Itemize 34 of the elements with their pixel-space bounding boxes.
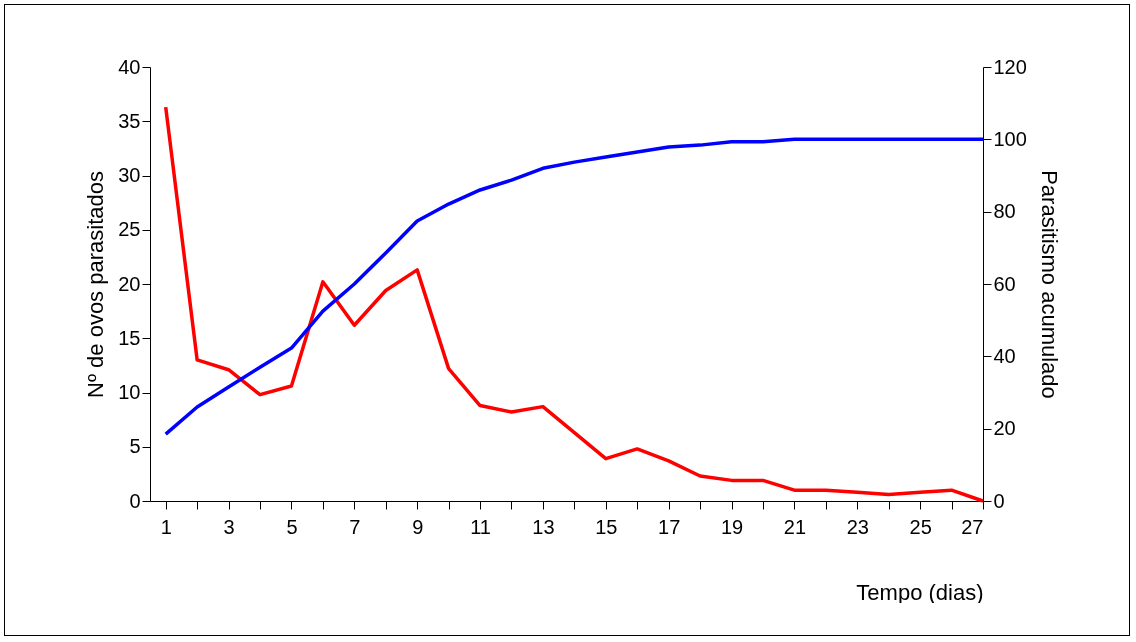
y-tick-label: 20: [118, 272, 141, 295]
x-tick-label: 27: [961, 515, 984, 538]
y-tick-label: 40: [118, 55, 141, 78]
line-series: [163, 137, 985, 436]
x-tick-label: 21: [783, 515, 807, 538]
y2-tick-label: 0: [993, 489, 1005, 512]
x-tick-label: 19: [720, 515, 744, 538]
y-axis-title: Nº de ovos parasitados: [83, 171, 109, 398]
x-tick-label: 25: [909, 515, 932, 538]
y2-tick-label: 60: [993, 272, 1016, 295]
x-tick-label: 11: [470, 515, 491, 538]
x-tick-label: 13: [532, 515, 555, 538]
line-series: [163, 105, 985, 503]
x-tick-label: 17: [658, 515, 681, 538]
x-tick-label: 15: [595, 515, 618, 538]
x-tick-label: 5: [286, 515, 298, 538]
y-tick-label: 0: [129, 489, 141, 512]
y-tick-label: 30: [118, 164, 141, 186]
y-tick-label: 35: [118, 109, 141, 132]
x-tick-label: 1: [160, 515, 172, 538]
y2-tick-label: 120: [993, 55, 1027, 78]
y2-axis-title: Parasitismo acumulado: [1036, 170, 1062, 399]
x-tick-label: 7: [349, 515, 361, 538]
x-tick-label: 23: [846, 515, 869, 538]
y2-tick-label: 80: [993, 200, 1016, 223]
y-tick-label: 10: [118, 381, 141, 403]
y-tick-label: 25: [118, 218, 141, 241]
y-tick-label: 15: [118, 326, 141, 349]
y2-tick-label: 100: [993, 127, 1027, 150]
y2-tick-label: 40: [993, 344, 1016, 367]
y-tick-label: 5: [129, 435, 141, 458]
y2-tick-label: 20: [993, 417, 1016, 440]
x-tick-label: 3: [223, 515, 235, 538]
x-tick-label: 9: [412, 515, 424, 538]
